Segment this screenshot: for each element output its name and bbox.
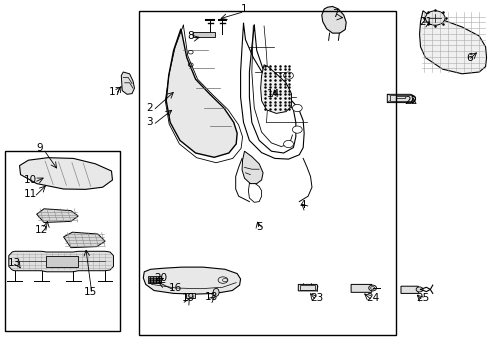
Text: 1: 1 bbox=[241, 4, 247, 14]
Polygon shape bbox=[143, 267, 240, 294]
Polygon shape bbox=[242, 151, 263, 184]
Polygon shape bbox=[419, 11, 486, 74]
Circle shape bbox=[292, 104, 302, 112]
Text: 22: 22 bbox=[403, 96, 417, 106]
Text: 2: 2 bbox=[145, 103, 152, 113]
Text: 23: 23 bbox=[309, 293, 323, 303]
Polygon shape bbox=[166, 29, 237, 157]
Text: 10: 10 bbox=[24, 175, 37, 185]
Text: 11: 11 bbox=[23, 189, 37, 199]
Polygon shape bbox=[298, 284, 317, 291]
Text: 17: 17 bbox=[109, 87, 122, 97]
Text: 13: 13 bbox=[8, 258, 21, 268]
Text: 18: 18 bbox=[204, 292, 218, 302]
Polygon shape bbox=[20, 158, 112, 189]
Text: 3: 3 bbox=[145, 117, 152, 127]
Text: 25: 25 bbox=[415, 293, 429, 303]
Polygon shape bbox=[350, 284, 372, 292]
Polygon shape bbox=[37, 209, 78, 222]
Ellipse shape bbox=[415, 287, 422, 292]
Polygon shape bbox=[260, 65, 291, 113]
Circle shape bbox=[292, 126, 302, 133]
Text: 9: 9 bbox=[37, 143, 43, 153]
Circle shape bbox=[425, 11, 444, 25]
Text: 20: 20 bbox=[154, 273, 166, 283]
Polygon shape bbox=[121, 72, 134, 94]
Polygon shape bbox=[386, 94, 415, 103]
Polygon shape bbox=[321, 6, 346, 33]
Polygon shape bbox=[185, 293, 194, 298]
Polygon shape bbox=[192, 32, 215, 37]
Circle shape bbox=[283, 72, 293, 79]
Polygon shape bbox=[63, 232, 105, 248]
Text: 7: 7 bbox=[331, 9, 338, 19]
Text: 5: 5 bbox=[255, 222, 262, 232]
Text: 16: 16 bbox=[168, 283, 182, 293]
Text: 19: 19 bbox=[181, 293, 195, 303]
Polygon shape bbox=[9, 251, 113, 272]
Polygon shape bbox=[148, 276, 161, 283]
Text: 24: 24 bbox=[365, 293, 379, 303]
Ellipse shape bbox=[368, 285, 376, 291]
Text: 12: 12 bbox=[35, 225, 48, 235]
Text: 4: 4 bbox=[299, 200, 306, 210]
Circle shape bbox=[283, 140, 293, 148]
Text: 14: 14 bbox=[266, 89, 280, 99]
Polygon shape bbox=[46, 256, 78, 267]
Text: 8: 8 bbox=[187, 31, 194, 41]
Text: 21: 21 bbox=[418, 17, 431, 27]
Text: 6: 6 bbox=[465, 53, 472, 63]
Ellipse shape bbox=[213, 288, 219, 296]
Text: 15: 15 bbox=[83, 287, 97, 297]
Polygon shape bbox=[400, 286, 419, 293]
